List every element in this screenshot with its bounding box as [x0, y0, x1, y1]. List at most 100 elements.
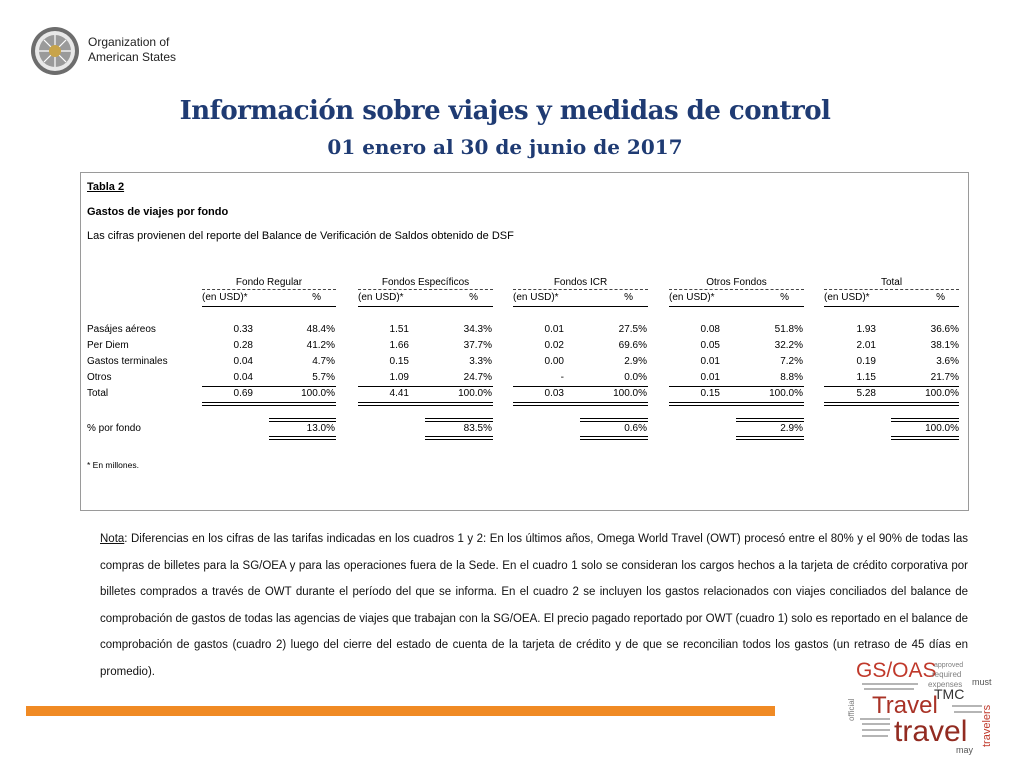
column-header-percent: %: [624, 292, 633, 303]
pct-by-fund-value: 100.0%: [925, 423, 959, 434]
org-name-line2: American States: [88, 50, 177, 64]
table-cell-percent: 2.9%: [624, 356, 647, 367]
table-cell-amount: 0.03: [544, 388, 564, 399]
table-cell-percent: 36.6%: [930, 324, 959, 335]
pct-by-fund-value: 13.0%: [306, 423, 335, 434]
table-row-label: Otros: [87, 372, 112, 383]
table-cell-percent: 5.7%: [312, 372, 335, 383]
table-cell-percent: 41.2%: [306, 340, 335, 351]
pct-rule-top: [736, 418, 804, 422]
table-cell-amount: 0.04: [233, 356, 253, 367]
table-cell-percent: 21.7%: [930, 372, 959, 383]
column-group-header: Otros Fondos: [669, 277, 804, 290]
total-rule-top: [513, 386, 648, 387]
table-cell-amount: 0.01: [544, 324, 564, 335]
table-cell-amount: 1.66: [389, 340, 409, 351]
table-cell-percent: 69.6%: [618, 340, 647, 351]
table-cell-percent: 3.6%: [936, 356, 959, 367]
table-cell-amount: 0.01: [700, 356, 720, 367]
cloud-word-expenses: expenses: [928, 680, 962, 689]
table-heading: Gastos de viajes por fondo: [87, 206, 229, 218]
table-row-label: Gastos terminales: [87, 356, 168, 367]
column-header-percent: %: [312, 292, 321, 303]
cloud-word-official: official: [847, 698, 856, 721]
table-cell-percent: 100.0%: [925, 388, 959, 399]
table-cell-percent: 100.0%: [613, 388, 647, 399]
total-rule-double: [202, 402, 336, 406]
table-cell-amount: 0.04: [233, 372, 253, 383]
table-cell-percent: 4.7%: [312, 356, 335, 367]
table-cell-amount: 0.28: [233, 340, 253, 351]
table-cell-amount: 0.15: [389, 356, 409, 367]
table-cell-percent: 100.0%: [769, 388, 803, 399]
total-rule-top: [669, 386, 804, 387]
note-paragraph: Nota: Diferencias en los cifras de las t…: [100, 526, 968, 685]
pct-by-fund-value: 0.6%: [624, 423, 647, 434]
table-row-label: Per Diem: [87, 340, 129, 351]
table-cell-percent: 3.3%: [469, 356, 492, 367]
column-group-header: Fondo Regular: [202, 277, 336, 290]
cloud-word-may: may: [956, 745, 974, 755]
total-rule-top: [358, 386, 493, 387]
table-row-label: Pasájes aéreos: [87, 324, 156, 335]
pct-rule-top: [425, 418, 493, 422]
table-cell-amount: 1.93: [856, 324, 876, 335]
table-cell-amount: 0.19: [856, 356, 876, 367]
table-cell-percent: 32.2%: [774, 340, 803, 351]
accent-bar: [26, 706, 775, 716]
table-cell-amount: 0.69: [233, 388, 253, 399]
column-group-header: Fondos Específicos: [358, 277, 493, 290]
column-header-amount: (en USD)*: [202, 292, 248, 303]
table-row-label: Total: [87, 388, 109, 399]
cloud-word-travelers: travelers: [981, 704, 993, 747]
table-cell-amount: 4.41: [389, 388, 409, 399]
pct-by-fund-label: % por fondo: [87, 423, 141, 434]
table-cell-percent: 34.3%: [463, 324, 492, 335]
table-cell-percent: 100.0%: [301, 388, 335, 399]
org-name: Organization of American States: [88, 35, 176, 65]
table-cell-amount: -: [560, 372, 564, 383]
table-cell-amount: 0.01: [700, 372, 720, 383]
oas-seal-logo: [31, 27, 79, 75]
table-cell-amount: 0.33: [233, 324, 253, 335]
pct-rule-top: [891, 418, 959, 422]
travel-word-cloud-image: GS/OAS Travel travel TMC travelers offic…: [847, 659, 993, 755]
total-rule-double: [513, 402, 648, 406]
column-header-percent: %: [936, 292, 945, 303]
table-cell-amount: 0.15: [700, 388, 720, 399]
pct-rule-bottom: [269, 436, 336, 440]
page-subtitle: 01 enero al 30 de junio de 2017: [327, 135, 683, 159]
cloud-word-tmc: TMC: [934, 686, 964, 702]
total-rule-double: [358, 402, 493, 406]
cloud-word-approved: approved: [934, 662, 963, 669]
subheader-rule: [202, 306, 336, 307]
table-cell-amount: 1.09: [389, 372, 409, 383]
table-cell-percent: 100.0%: [458, 388, 492, 399]
cloud-word-required: required: [932, 670, 961, 679]
column-header-percent: %: [469, 292, 478, 303]
cloud-word-must: must: [972, 677, 992, 687]
travel-expense-table: Tabla 2 Gastos de viajes por fondo Las c…: [80, 172, 969, 511]
total-rule-top: [202, 386, 336, 387]
table-cell-amount: 2.01: [856, 340, 876, 351]
table-label: Tabla 2: [87, 181, 125, 193]
total-rule-top: [824, 386, 959, 387]
table-cell-percent: 48.4%: [306, 324, 335, 335]
table-cell-percent: 7.2%: [780, 356, 803, 367]
total-rule-double: [824, 402, 959, 406]
subheader-rule: [824, 306, 959, 307]
column-header-amount: (en USD)*: [669, 292, 715, 303]
table-cell-amount: 0.05: [700, 340, 720, 351]
subheader-rule: [358, 306, 493, 307]
pct-rule-bottom: [736, 436, 804, 440]
table-cell-percent: 0.0%: [624, 372, 647, 383]
column-header-amount: (en USD)*: [513, 292, 559, 303]
table-cell-percent: 27.5%: [618, 324, 647, 335]
pct-rule-bottom: [891, 436, 959, 440]
column-group-header: Fondos ICR: [513, 277, 648, 290]
cloud-word-gsoas: GS/OAS: [856, 659, 937, 682]
pct-rule-top: [580, 418, 648, 422]
note-label: Nota: [100, 533, 125, 545]
column-header-percent: %: [780, 292, 789, 303]
table-cell-percent: 37.7%: [463, 340, 492, 351]
